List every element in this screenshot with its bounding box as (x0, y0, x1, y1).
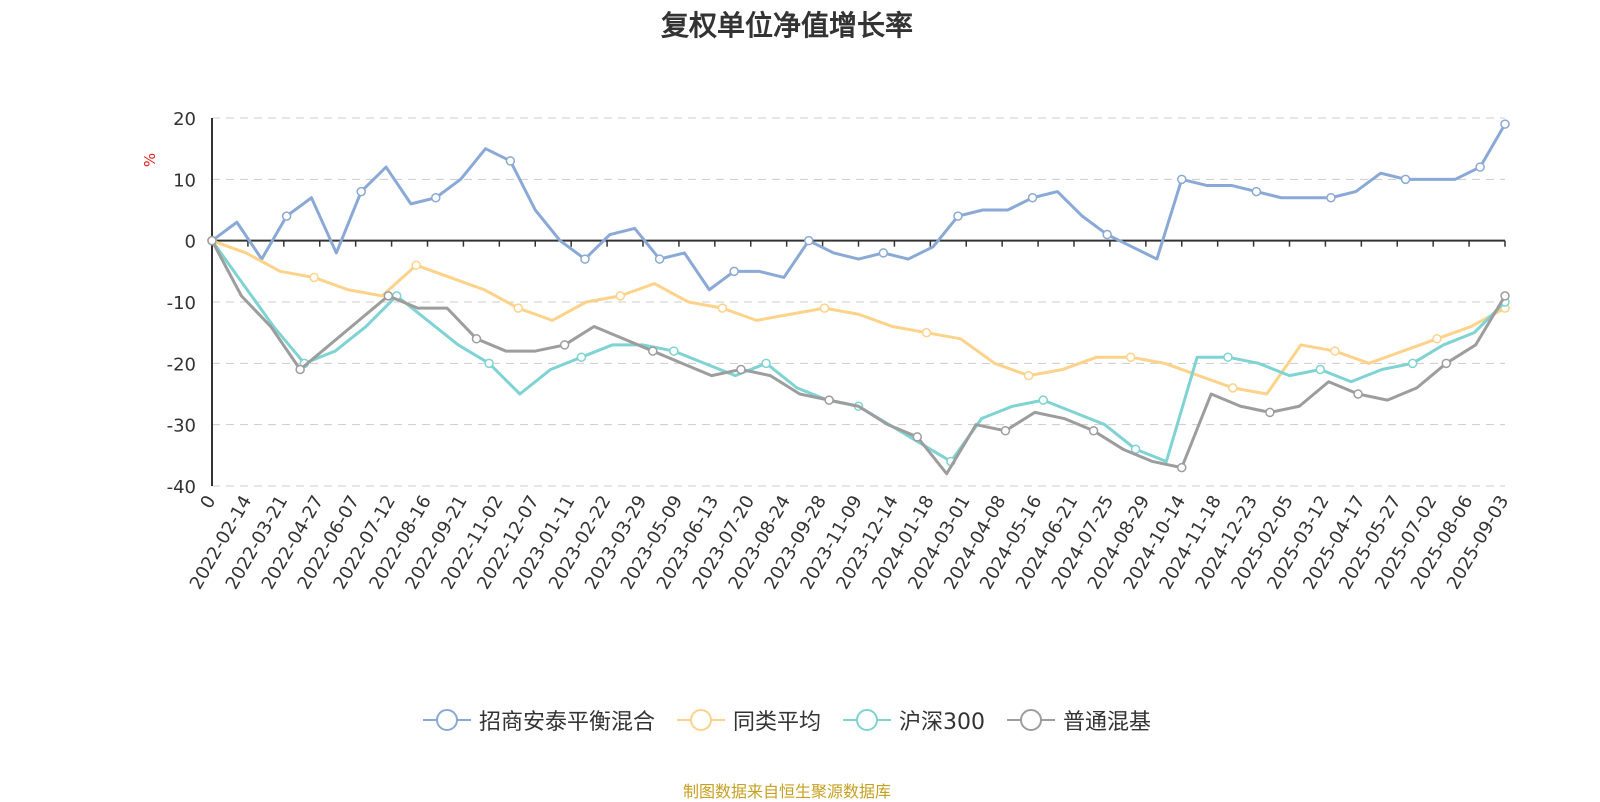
y-axis-unit-label: % (141, 153, 159, 167)
data-point-peer-average (717, 303, 728, 313)
data-point-fund (878, 248, 889, 258)
data-point-mixed-fund (1088, 426, 1099, 436)
data-point-mixed-fund (1500, 291, 1510, 301)
y-tick-label: -40 (167, 477, 196, 498)
legend-item-peer-average[interactable]: 同类平均 (676, 704, 821, 736)
data-point-fund (1251, 186, 1262, 197)
data-point-fund (1102, 229, 1112, 240)
data-point-fund (1500, 119, 1510, 129)
data-point-fund (1400, 174, 1411, 185)
data-point-csi300 (1407, 358, 1418, 369)
data-point-mixed-fund (383, 291, 394, 301)
data-point-fund (729, 266, 739, 277)
data-point-fund (1326, 192, 1336, 203)
data-point-csi300 (1038, 395, 1048, 405)
data-point-mixed-fund (295, 364, 305, 375)
data-point-fund (654, 254, 665, 264)
legend-label-csi300: 沪深300 (899, 710, 985, 735)
data-point-mixed-fund (736, 364, 746, 375)
data-point-mixed-fund (1177, 462, 1187, 473)
data-point-mixed-fund (207, 235, 217, 246)
data-point-mixed-fund (1265, 407, 1275, 418)
data-point-fund (281, 211, 292, 221)
series-line-peer-average (211, 239, 1506, 396)
x-tick-label: 0 (196, 492, 220, 512)
data-point-fund (804, 235, 814, 246)
legend-item-csi300[interactable]: 沪深300 (843, 704, 985, 736)
data-point-fund (580, 254, 590, 264)
data-point-peer-average (615, 291, 626, 301)
data-point-peer-average (819, 303, 830, 313)
data-point-peer-average (1330, 346, 1340, 356)
data-point-csi300 (669, 346, 679, 356)
y-tick-label: 20 (173, 109, 196, 130)
data-point-fund (1475, 162, 1485, 172)
data-point-mixed-fund (648, 346, 658, 356)
legend-swatch-mixed-fund (1007, 709, 1055, 731)
data-point-fund (431, 192, 441, 203)
source-note: 制图数据来自恒生聚源数据库 (682, 782, 891, 801)
legend-label-peer-average: 同类平均 (732, 710, 821, 735)
chart-title: 复权单位净值增长率 (660, 9, 913, 42)
data-point-peer-average (1125, 352, 1136, 362)
legend: 招商安泰平衡混合 同类平均 沪深300 普通混基 (0, 704, 1574, 736)
data-point-csi300 (1315, 364, 1326, 375)
data-point-peer-average (1023, 370, 1034, 381)
y-tick-label: -30 (167, 416, 196, 437)
data-point-peer-average (1432, 334, 1442, 344)
data-point-peer-average (513, 303, 523, 313)
data-point-fund (505, 156, 516, 166)
y-tick-label: 0 (185, 232, 196, 253)
legend-label-mixed-fund: 普通混基 (1063, 710, 1152, 735)
legend-item-fund[interactable]: 招商安泰平衡混合 (422, 704, 655, 736)
data-point-mixed-fund (559, 340, 570, 350)
legend-item-mixed-fund[interactable]: 普通混基 (1007, 704, 1151, 736)
data-point-peer-average (309, 272, 319, 283)
data-point-mixed-fund (1000, 426, 1011, 436)
data-point-mixed-fund (912, 432, 923, 442)
data-point-fund (953, 211, 963, 221)
data-point-fund (1027, 192, 1038, 203)
data-point-peer-average (411, 260, 421, 270)
data-point-mixed-fund (471, 334, 482, 344)
y-tick-label: 10 (173, 170, 196, 191)
data-point-peer-average (921, 327, 932, 338)
series-line-fund (211, 123, 1507, 292)
legend-swatch-fund (422, 709, 471, 731)
legend-label-fund: 招商安泰平衡混合 (478, 710, 655, 735)
data-point-csi300 (484, 358, 494, 369)
y-tick-label: -20 (167, 354, 196, 375)
data-point-fund (356, 186, 366, 197)
data-point-csi300 (1223, 352, 1233, 362)
legend-swatch-peer-average (676, 709, 725, 731)
data-point-mixed-fund (824, 395, 834, 405)
data-point-csi300 (761, 358, 771, 369)
data-point-csi300 (576, 352, 587, 362)
y-tick-label: -10 (167, 293, 196, 314)
data-point-peer-average (1228, 383, 1238, 393)
legend-swatch-csi300 (843, 709, 891, 731)
data-point-fund (1177, 174, 1187, 185)
data-point-mixed-fund (1441, 358, 1451, 369)
series-line-mixed-fund (210, 239, 1507, 476)
data-point-mixed-fund (1353, 389, 1363, 399)
